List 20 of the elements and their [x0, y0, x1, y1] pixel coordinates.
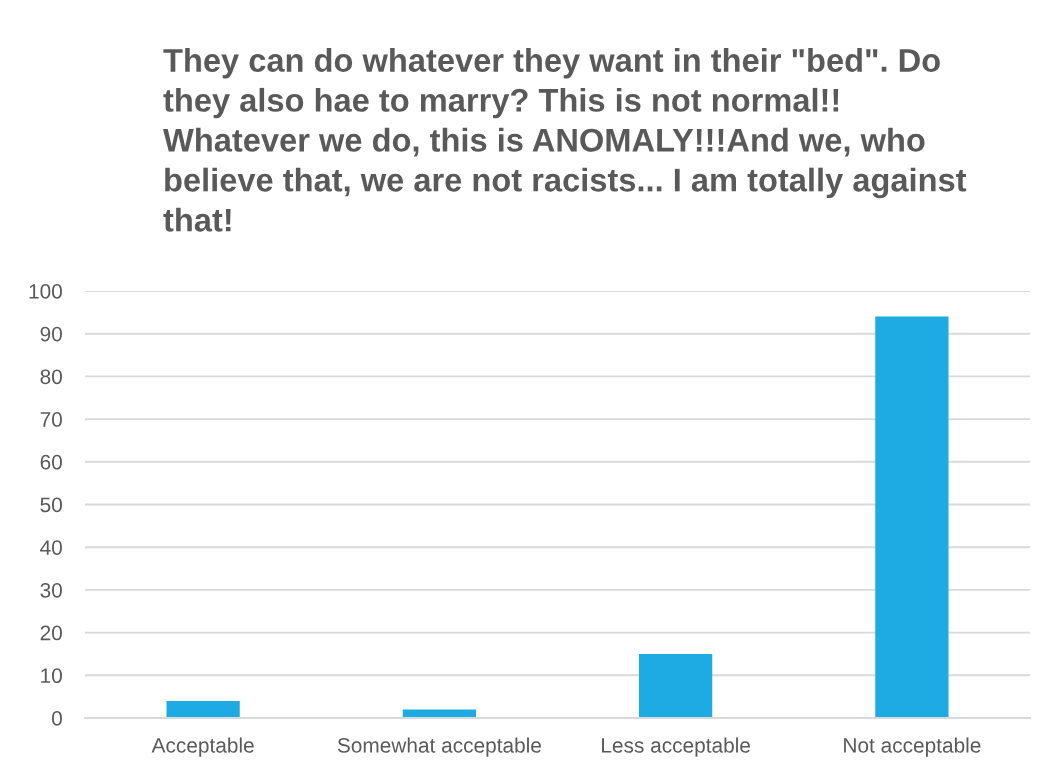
x-tick-label: Somewhat acceptable: [337, 737, 541, 757]
y-tick-label: 80: [40, 369, 62, 385]
bar: [639, 653, 713, 718]
y-tick-label: 0: [52, 711, 62, 726]
y-tick-label: 100: [29, 284, 62, 299]
bar: [875, 316, 949, 718]
bar: [402, 709, 476, 718]
chart-title: They can do whatever they want in their "bed". Do they also hae to marry? This is not normal!! Whatever we do, this is ANOMALY!!!And we, who believe that, we are not racists... I am totally against that!: [163, 48, 967, 232]
y-tick-label: 60: [40, 454, 62, 470]
x-tick-label: Not acceptable: [844, 737, 981, 757]
bar: [166, 700, 240, 718]
y-tick-label: 30: [40, 582, 62, 598]
y-tick-label: 20: [40, 625, 62, 641]
y-tick-label: 90: [40, 326, 62, 342]
y-tick-label: 50: [40, 497, 62, 513]
x-tick-label: Less acceptable: [602, 737, 750, 757]
y-tick-label: 10: [41, 668, 62, 684]
x-tick-label: Acceptable: [151, 737, 254, 757]
y-tick-label: 70: [40, 412, 62, 427]
y-tick-label: 40: [40, 540, 62, 555]
